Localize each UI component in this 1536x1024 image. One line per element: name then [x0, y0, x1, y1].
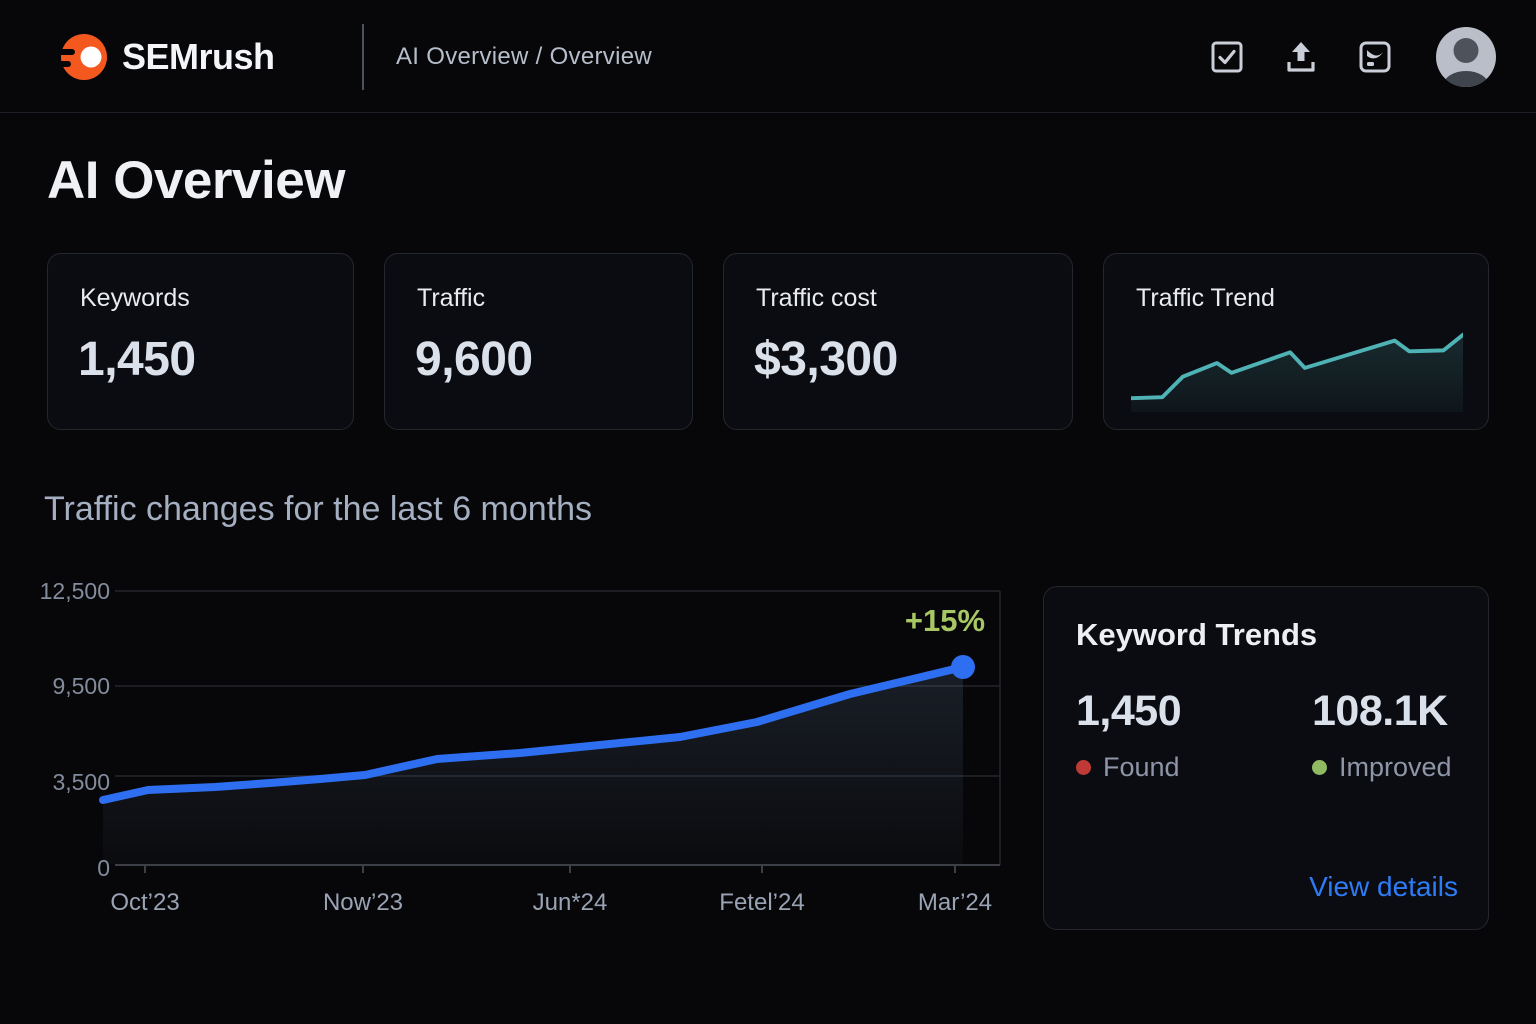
- avatar-body-icon: [1443, 70, 1489, 87]
- found-value: 1,450: [1076, 687, 1182, 735]
- stat-card-traffic-cost: Traffic cost $3,300: [723, 253, 1073, 430]
- page-title: AI Overview: [47, 151, 345, 210]
- found-dot-icon: [1076, 760, 1091, 775]
- semrush-logo-icon: [58, 34, 107, 80]
- x-tick-label: Fetel’24: [719, 889, 804, 916]
- stat-card-keywords: Keywords 1,450: [47, 253, 354, 430]
- keyword-trends-title: Keyword Trends: [1076, 617, 1318, 652]
- stat-card-label: Traffic cost: [756, 284, 877, 312]
- y-tick-label: 12,500: [40, 578, 110, 604]
- top-bar: SEMrush AI Overview / Overview: [0, 0, 1536, 113]
- chart-end-point: [951, 655, 975, 679]
- improved-stat: 108.1K Improved: [1312, 687, 1452, 783]
- chart-x-labels: Oct’23 Now’23 Jun*24 Fetel’24 Mar’24: [110, 889, 992, 916]
- y-tick-label: 9,500: [52, 673, 110, 699]
- improved-value: 108.1K: [1312, 687, 1448, 735]
- found-stat: 1,450 Found: [1076, 687, 1182, 783]
- stat-card-label: Traffic: [417, 284, 486, 312]
- stat-card-label: Traffic Trend: [1136, 284, 1275, 312]
- improved-label: Improved: [1339, 752, 1452, 782]
- stat-card-traffic-trend: Traffic Trend: [1103, 253, 1489, 430]
- stat-card-traffic: Traffic 9,600: [384, 253, 693, 430]
- export-image-button[interactable]: [1354, 36, 1396, 78]
- y-tick-label: 3,500: [52, 769, 110, 795]
- chart-y-labels: 12,500 9,500 3,500 0: [40, 578, 110, 881]
- stat-card-label: Keywords: [80, 284, 190, 312]
- section-title: Traffic changes for the last 6 months: [44, 490, 593, 528]
- view-details-link[interactable]: View details: [1309, 871, 1458, 902]
- checkbox-icon: [1211, 41, 1243, 72]
- traffic-trend-sparkline: [1131, 332, 1463, 412]
- traffic-changes-chart: +15% 12,500 9,500 3,500 0 Oct’23 Now’23 …: [40, 578, 1001, 916]
- header-divider: [362, 24, 364, 90]
- chart-x-axis: [115, 864, 1000, 873]
- x-tick-label: Oct’23: [110, 889, 179, 916]
- chart-line: [99, 663, 967, 804]
- stat-card-value: 9,600: [415, 333, 533, 386]
- stat-card-value: 1,450: [78, 333, 196, 386]
- avatar-head-icon: [1453, 37, 1479, 63]
- y-tick-label: 0: [97, 855, 110, 881]
- found-label: Found: [1103, 752, 1180, 782]
- share-button[interactable]: [1280, 36, 1322, 78]
- chart-annotation: +15%: [905, 603, 985, 638]
- breadcrumb-text: AI Overview / Overview: [396, 42, 652, 70]
- header-actions: [1206, 0, 1496, 113]
- user-avatar[interactable]: [1436, 26, 1496, 87]
- keyword-trends-card: Keyword Trends 1,450 Found 108.1K Improv…: [1043, 586, 1489, 930]
- breadcrumb[interactable]: AI Overview / Overview: [396, 0, 652, 113]
- upload-icon: [1287, 41, 1315, 72]
- export-image-icon: [1359, 41, 1391, 72]
- chart-area-fill: [103, 667, 963, 864]
- stat-card-value: $3,300: [754, 333, 898, 386]
- improved-dot-icon: [1312, 760, 1327, 775]
- tasks-button[interactable]: [1206, 36, 1248, 78]
- logo-text: SEMrush: [122, 36, 275, 77]
- x-tick-label: Mar’24: [918, 889, 992, 916]
- x-tick-label: Now’23: [323, 889, 403, 916]
- semrush-logo[interactable]: SEMrush: [58, 32, 275, 82]
- x-tick-label: Jun*24: [533, 889, 608, 916]
